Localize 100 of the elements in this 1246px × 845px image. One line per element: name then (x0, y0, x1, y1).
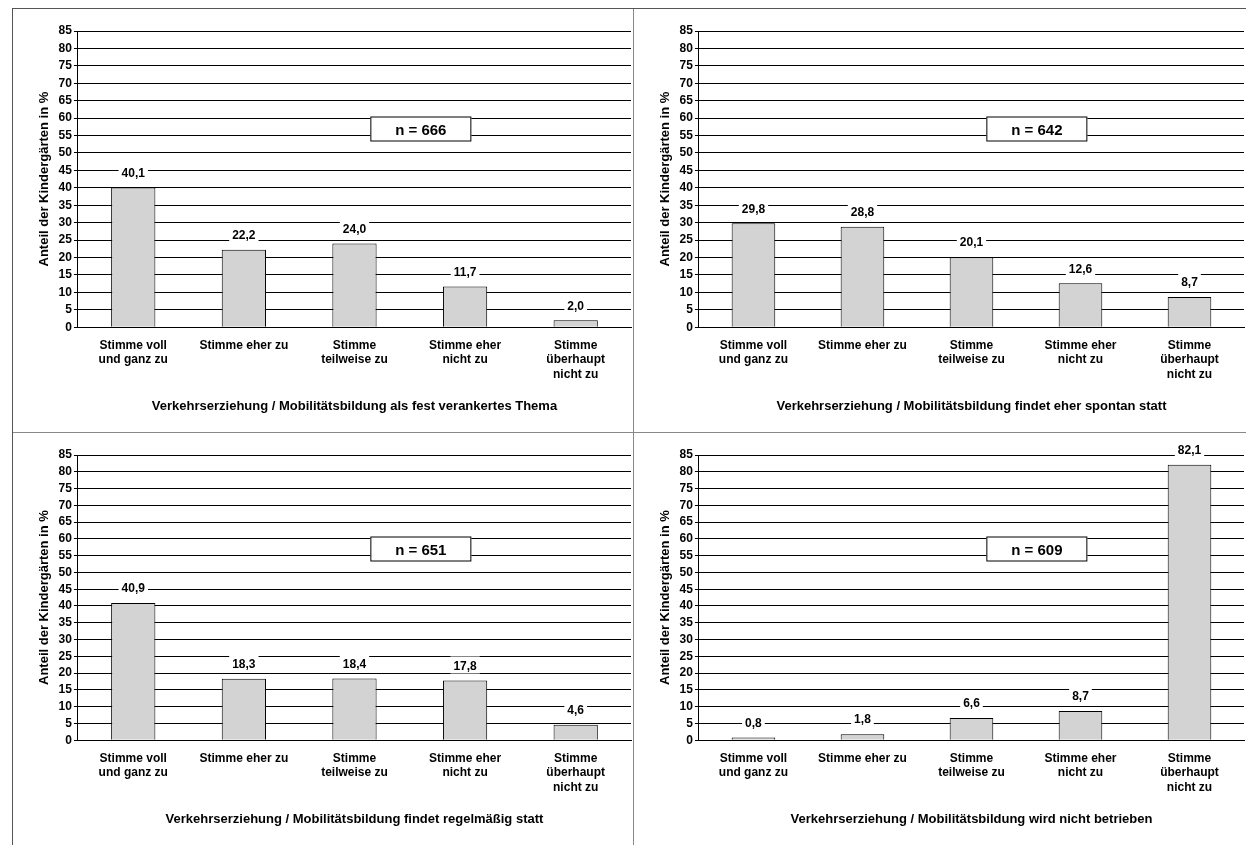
y-tick-label: 10 (679, 698, 694, 713)
x-tick-label: Stimme eher zu (199, 750, 289, 765)
data-label: 0,8 (745, 715, 763, 730)
y-tick-label: 45 (58, 162, 73, 177)
y-tick-label: 35 (679, 615, 694, 630)
y-tick-label: 20 (679, 665, 694, 680)
x-tick-label: Stimme teilweise zu (938, 337, 1005, 367)
y-tick-label: 0 (686, 732, 694, 747)
y-tick-label: 30 (58, 631, 73, 646)
y-tick-label: 45 (58, 581, 73, 596)
y-tick-label: 45 (679, 162, 694, 177)
y-tick-label: 70 (58, 497, 73, 512)
x-tick-label: Stimme überhaupt nicht zu (1160, 337, 1219, 381)
y-tick-label: 5 (65, 715, 73, 730)
x-tick-label: Stimme voll und ganz zu (98, 750, 168, 780)
data-label: 40,1 (121, 165, 146, 180)
y-tick-label: 50 (679, 145, 694, 160)
y-tick-label: 15 (679, 682, 694, 697)
y-tick-label: 75 (679, 480, 694, 495)
y-axis-title: Anteil der Kindergärten in % (657, 509, 673, 686)
y-tick-label: 70 (679, 75, 694, 90)
y-axis-title: Anteil der Kindergärten in % (657, 91, 673, 267)
x-tick-label: Stimme voll und ganz zu (718, 750, 789, 780)
note-box: n = 642 (986, 116, 1088, 142)
y-tick-label: 20 (58, 249, 73, 264)
data-label: 22,2 (232, 228, 256, 243)
y-tick-label: 30 (679, 214, 694, 229)
x-tick-label: Stimme eher nicht zu (1044, 750, 1117, 780)
y-tick-label: 15 (679, 267, 694, 282)
y-tick-label: 20 (58, 665, 73, 680)
x-tick-label: Stimme teilweise zu (321, 337, 388, 367)
y-tick-label: 55 (679, 547, 694, 562)
y-axis-title: Anteil der Kindergärten in % (36, 509, 52, 686)
y-tick-label: 75 (58, 480, 73, 495)
x-tick-label: Stimme überhaupt nicht zu (546, 750, 606, 794)
y-tick-label: 65 (58, 514, 73, 529)
y-tick-label: 25 (679, 648, 694, 663)
y-tick-label: 15 (58, 682, 73, 697)
x-tick-label: Stimme voll und ganz zu (718, 337, 789, 367)
y-tick-label: 10 (58, 698, 73, 713)
y-tick-label: 0 (65, 319, 73, 334)
note-box: n = 651 (370, 536, 472, 562)
y-tick-label: 80 (679, 40, 694, 55)
x-axis-title: Verkehrserziehung / Mobilitätsbildung wird nicht betrieben (790, 810, 1153, 826)
y-tick-label: 70 (58, 75, 73, 90)
data-label: 8,7 (1181, 275, 1199, 290)
y-tick-label: 35 (679, 197, 694, 212)
data-label: 2,0 (567, 298, 585, 313)
y-tick-label: 5 (686, 715, 694, 730)
data-label: 8,7 (1072, 689, 1090, 704)
y-tick-label: 0 (65, 732, 73, 747)
y-tick-label: 25 (58, 648, 73, 663)
y-tick-label: 40 (679, 598, 694, 613)
y-tick-label: 50 (58, 564, 73, 579)
y-tick-label: 0 (686, 319, 694, 334)
y-tick-label: 80 (679, 464, 694, 479)
y-tick-label: 60 (58, 110, 73, 125)
y-tick-label: 80 (58, 464, 73, 479)
data-label: 4,6 (567, 703, 585, 718)
data-label: 24,0 (342, 221, 367, 236)
y-tick-label: 30 (679, 631, 694, 646)
y-tick-label: 50 (679, 564, 694, 579)
y-tick-label: 65 (679, 93, 694, 108)
y-tick-label: 80 (58, 40, 73, 55)
data-label: 29,8 (741, 201, 766, 216)
note-box: n = 666 (370, 116, 472, 142)
y-tick-label: 15 (58, 267, 73, 282)
y-tick-label: 60 (679, 531, 694, 546)
note-box: n = 609 (986, 536, 1088, 562)
y-tick-label: 85 (58, 23, 73, 38)
y-tick-label: 35 (58, 197, 73, 212)
data-label: 11,7 (453, 264, 477, 279)
data-label: 1,8 (854, 712, 872, 727)
x-tick-label: Stimme eher nicht zu (1044, 337, 1117, 367)
y-tick-label: 30 (58, 214, 73, 229)
y-tick-label: 25 (58, 232, 73, 247)
y-tick-label: 55 (679, 127, 694, 142)
data-label: 20,1 (959, 235, 984, 250)
data-label: 28,8 (850, 205, 875, 220)
y-tick-label: 75 (58, 58, 73, 73)
y-tick-label: 35 (58, 615, 73, 630)
y-tick-label: 50 (58, 145, 73, 160)
y-tick-label: 10 (58, 284, 73, 299)
data-label: 6,6 (963, 696, 981, 711)
y-tick-label: 65 (58, 93, 73, 108)
data-label: 18,4 (342, 656, 367, 671)
x-tick-label: Stimme eher nicht zu (429, 337, 502, 367)
y-tick-label: 5 (686, 302, 694, 317)
y-tick-label: 45 (679, 581, 694, 596)
y-tick-label: 10 (679, 284, 694, 299)
x-axis-title: Verkehrserziehung / Mobilitätsbildung findet eher spontan statt (776, 397, 1168, 413)
x-tick-label: Stimme überhaupt nicht zu (546, 337, 606, 381)
y-tick-label: 55 (58, 547, 73, 562)
y-tick-label: 65 (679, 514, 694, 529)
y-tick-label: 85 (679, 23, 694, 38)
y-tick-label: 25 (679, 232, 694, 247)
y-tick-label: 85 (58, 447, 73, 462)
x-axis-title: Verkehrserziehung / Mobilitätsbildung findet regelmäßig statt (165, 810, 545, 826)
data-label: 82,1 (1177, 443, 1202, 458)
y-tick-label: 40 (58, 598, 73, 613)
